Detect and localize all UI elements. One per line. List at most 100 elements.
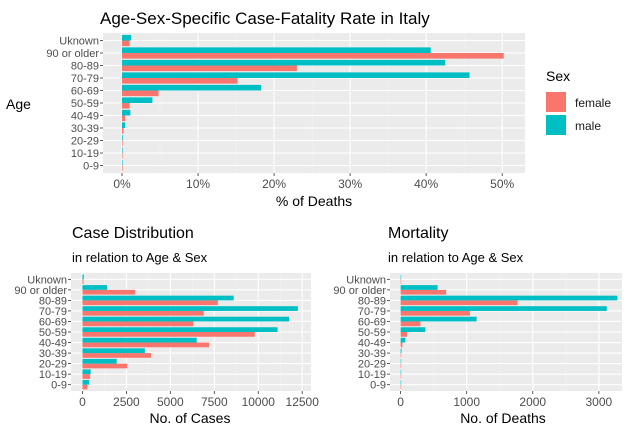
legend-key-male — [546, 115, 566, 135]
bar-male — [82, 295, 234, 301]
x-tick-label: 0% — [113, 177, 131, 191]
bar-male — [82, 306, 298, 311]
y-tick-label: 50-59 — [71, 98, 99, 110]
x-tick-label: 50% — [490, 177, 514, 191]
x-tick-label: 7500 — [201, 395, 228, 409]
x-tick-label: 12500 — [286, 395, 320, 409]
y-tick-label: 40-49 — [39, 337, 67, 349]
x-tick-label: 2000 — [519, 395, 546, 409]
bar-male — [122, 122, 126, 128]
chart-title: Mortality — [388, 225, 448, 242]
bar-male — [400, 337, 406, 343]
y-tick-label: 50-59 — [358, 327, 386, 339]
x-axis-title: No. of Cases — [150, 410, 231, 426]
x-tick-label: 1000 — [453, 395, 480, 409]
bar-male — [400, 306, 607, 311]
bars — [400, 274, 618, 390]
y-tick-label: 60-69 — [358, 316, 386, 328]
x-tick-label: 5000 — [157, 395, 184, 409]
bar-male — [122, 109, 131, 116]
y-tick-labels: 0-910-1920-2930-3940-4950-5960-6970-7980… — [333, 274, 390, 392]
bar-male — [400, 316, 477, 322]
bar-female — [400, 353, 402, 358]
x-tick-label: 40% — [414, 177, 438, 191]
bar-male — [82, 285, 108, 290]
bars — [122, 34, 504, 172]
bar-male — [122, 84, 262, 91]
bar-male — [122, 147, 123, 153]
bar-female — [400, 384, 402, 390]
bar-male — [82, 337, 197, 343]
legend-label-female: female — [575, 96, 611, 110]
x-axis-title: No. of Deaths — [460, 410, 546, 426]
y-tick-label: 40-49 — [358, 337, 386, 349]
bar-male — [400, 295, 618, 301]
bar-female — [82, 374, 91, 379]
bar-female — [400, 332, 408, 337]
bar-male — [400, 327, 426, 332]
x-tick-label: 10000 — [242, 395, 276, 409]
bar-male — [82, 358, 117, 364]
y-tick-label: 80-89 — [39, 295, 67, 307]
y-tick-labels: 0-910-1920-2930-3940-4950-5960-6970-7980… — [46, 35, 103, 172]
y-tick-label: 20-29 — [39, 359, 67, 371]
bar-male — [122, 97, 153, 103]
y-tick-label: 10-19 — [39, 369, 67, 381]
bar-female — [122, 140, 123, 147]
y-tick-label: 20-29 — [358, 359, 386, 371]
chart-subtitle: in relation to Age & Sex — [72, 250, 208, 265]
bar-male — [400, 369, 402, 375]
bar-female — [82, 332, 255, 337]
x-tick-label: 30% — [338, 177, 362, 191]
chart-subtitle: in relation to Age & Sex — [388, 250, 524, 265]
y-tick-label: 60-69 — [71, 85, 99, 97]
y-tick-label: 0-9 — [83, 160, 99, 172]
bar-male — [400, 274, 402, 280]
y-tick-label: 90 or older — [14, 285, 67, 297]
y-tick-label: 40-49 — [71, 110, 99, 122]
bar-male — [400, 379, 402, 385]
y-tick-label: Uknown — [27, 274, 67, 286]
bar-female — [82, 363, 128, 369]
bar-male — [122, 72, 470, 78]
bar-female — [82, 342, 210, 348]
x-tick-labels: 0 2500 5000 7500 10000 12500 — [79, 391, 319, 409]
y-axis-title: Age — [6, 96, 31, 112]
y-tick-label: 50-59 — [39, 327, 67, 339]
x-tick-label: 20% — [262, 177, 286, 191]
bar-male — [122, 59, 446, 66]
y-tick-label: 80-89 — [358, 295, 386, 307]
bar-female — [122, 78, 238, 84]
bar-female — [400, 289, 447, 295]
y-tick-label: 0-9 — [370, 380, 386, 392]
chart-title: Age-Sex-Specific Case-Fatality Rate in I… — [100, 9, 430, 28]
bar-female — [400, 342, 403, 348]
y-tick-label: 90 or older — [46, 48, 99, 60]
y-tick-label: Uknown — [346, 274, 386, 286]
y-tick-label: 90 or older — [333, 285, 386, 297]
bar-female — [82, 310, 204, 316]
bar-female — [122, 103, 130, 109]
bar-female — [82, 289, 136, 295]
bar-male — [82, 379, 90, 385]
bar-female — [122, 115, 126, 122]
bar-female — [122, 65, 297, 72]
bar-female — [122, 40, 130, 47]
bar-male — [82, 274, 84, 280]
bar-male — [122, 34, 132, 41]
bar-female — [82, 353, 151, 358]
y-tick-label: 10-19 — [358, 369, 386, 381]
x-tick-label: 10% — [186, 177, 210, 191]
y-tick-label: 70-79 — [39, 306, 67, 318]
bar-female — [400, 310, 470, 316]
x-tick-labels: 0% 10% 20% 30% 40% 50% — [113, 173, 515, 191]
y-tick-label: 30-39 — [71, 123, 99, 135]
bar-female — [400, 363, 402, 369]
bar-male — [82, 327, 278, 332]
bar-male — [82, 348, 145, 354]
x-tick-label: 0 — [397, 395, 404, 409]
bars — [82, 274, 298, 390]
bar-male — [400, 348, 402, 354]
legend-title: Sex — [546, 68, 570, 84]
